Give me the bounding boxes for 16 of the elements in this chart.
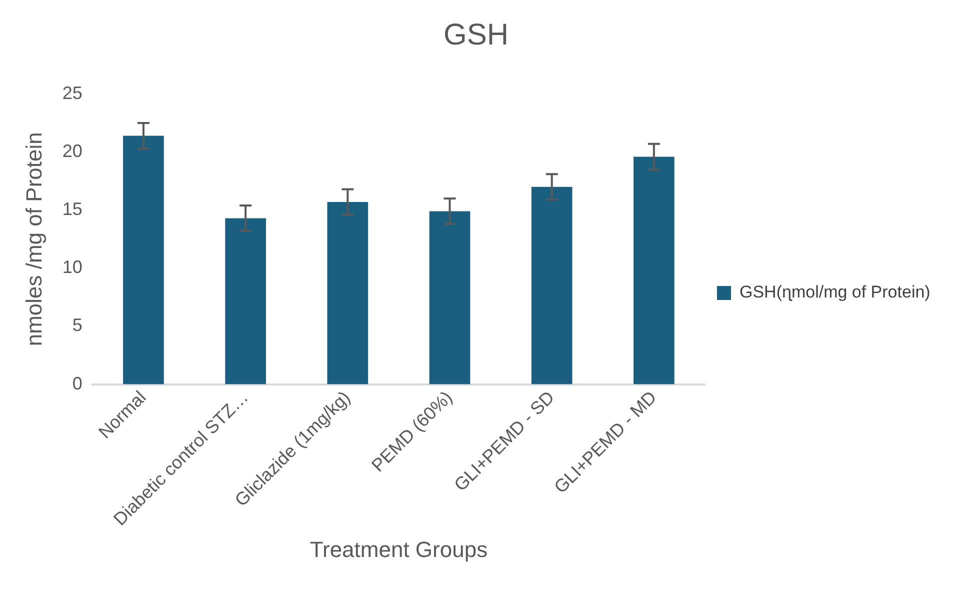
bar (531, 186, 572, 384)
y-tick-label: 25 (62, 82, 82, 103)
y-tick-label: 5 (72, 315, 82, 336)
bar (429, 211, 470, 384)
y-tick-label: 20 (62, 141, 82, 162)
legend-label: GSH(ɳmol/mg of Protein) (740, 282, 930, 302)
y-tick-label: 15 (62, 199, 82, 220)
y-axis-title: nmoles /mg of Protein (21, 132, 46, 346)
bar (225, 218, 266, 384)
bar (327, 202, 368, 384)
bar (634, 156, 674, 384)
x-axis-title: Treatment Groups (310, 536, 488, 562)
chart-title: GSH (443, 18, 509, 52)
y-tick-label: 10 (62, 257, 82, 278)
y-tick-label: 0 (72, 373, 82, 394)
bar (123, 136, 164, 384)
